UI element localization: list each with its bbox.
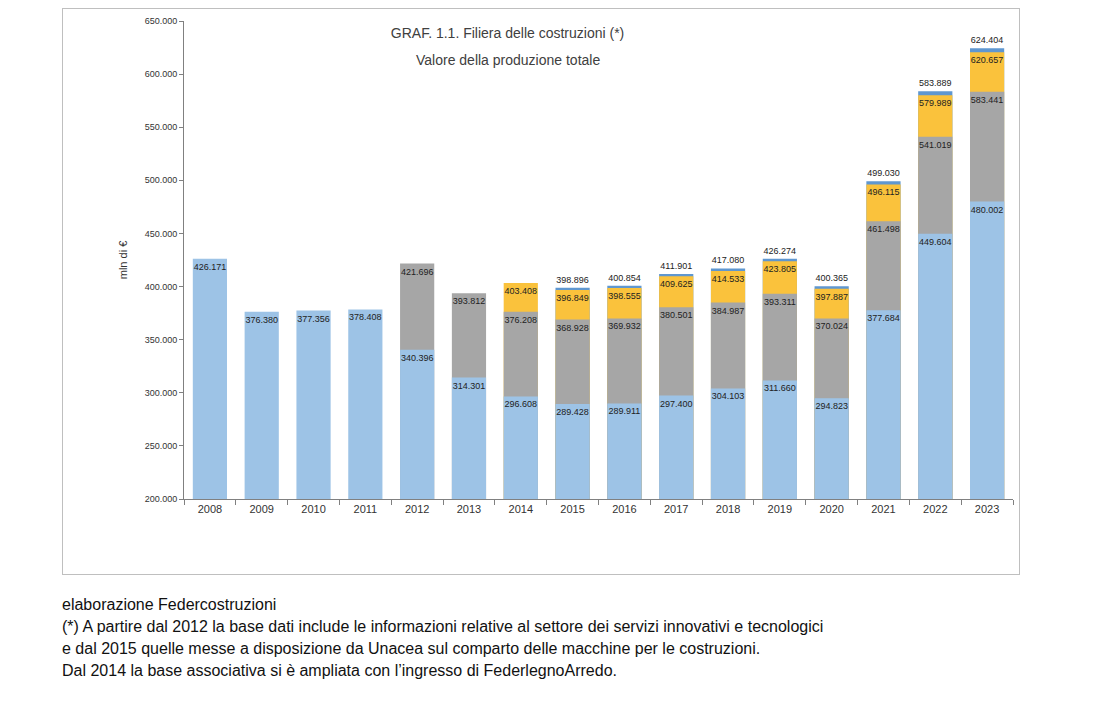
svg-text:2012: 2012	[405, 503, 429, 515]
svg-text:Valore della produzione totale: Valore della produzione totale	[416, 52, 600, 68]
svg-text:400.854: 400.854	[608, 273, 641, 283]
svg-text:377.684: 377.684	[867, 313, 900, 323]
svg-text:376.380: 376.380	[245, 315, 278, 325]
svg-text:mln di €: mln di €	[117, 241, 129, 280]
svg-text:398.555: 398.555	[608, 291, 641, 301]
svg-text:400.000: 400.000	[145, 282, 178, 292]
svg-text:393.311: 393.311	[764, 297, 796, 307]
svg-text:403.408: 403.408	[505, 286, 538, 296]
svg-text:400.365: 400.365	[815, 273, 848, 283]
svg-text:2014: 2014	[509, 503, 533, 515]
svg-text:499.030: 499.030	[867, 168, 900, 178]
svg-text:250.000: 250.000	[145, 441, 178, 451]
svg-text:421.696: 421.696	[401, 267, 434, 277]
svg-text:368.928: 368.928	[556, 323, 589, 333]
svg-text:496.115: 496.115	[868, 187, 900, 197]
svg-text:409.625: 409.625	[660, 279, 693, 289]
html-text:elaborazione Federcostruzioni: elaborazione Federcostruzioni	[62, 596, 277, 613]
svg-text:426.274: 426.274	[764, 246, 797, 256]
svg-text:2017: 2017	[664, 503, 688, 515]
svg-text:384.987: 384.987	[712, 306, 745, 316]
svg-text:294.823: 294.823	[815, 401, 848, 411]
svg-text:2008: 2008	[198, 503, 222, 515]
svg-text:377.356: 377.356	[297, 314, 330, 324]
svg-text:417.080: 417.080	[712, 255, 745, 265]
svg-text:340.396: 340.396	[401, 353, 434, 363]
svg-text:297.400: 297.400	[660, 399, 693, 409]
svg-text:289.428: 289.428	[556, 407, 589, 417]
svg-text:449.604: 449.604	[919, 237, 952, 247]
svg-text:550.000: 550.000	[145, 122, 178, 132]
svg-text:200.000: 200.000	[145, 494, 178, 504]
svg-text:2021: 2021	[871, 503, 895, 515]
svg-text:2020: 2020	[819, 503, 843, 515]
svg-text:296.608: 296.608	[505, 399, 538, 409]
svg-text:620.657: 620.657	[971, 55, 1004, 65]
svg-text:423.805: 423.805	[764, 264, 797, 274]
svg-text:426.171: 426.171	[194, 262, 227, 272]
svg-text:300.000: 300.000	[145, 388, 178, 398]
html-text:Dal 2014 la base associativa s: Dal 2014 la base associativa si è amplia…	[62, 662, 617, 679]
svg-text:376.208: 376.208	[505, 315, 538, 325]
html-text:e dal 2015 quelle messe a disp: e dal 2015 quelle messe a disposizione d…	[62, 640, 761, 657]
svg-text:583.441: 583.441	[971, 95, 1004, 105]
svg-text:2013: 2013	[457, 503, 481, 515]
svg-text:2015: 2015	[560, 503, 584, 515]
svg-text:600.000: 600.000	[145, 69, 178, 79]
svg-text:541.019: 541.019	[919, 140, 952, 150]
svg-text:378.408: 378.408	[349, 312, 382, 322]
svg-text:2019: 2019	[768, 503, 792, 515]
svg-text:314.301: 314.301	[453, 381, 486, 391]
svg-text:450.000: 450.000	[145, 229, 178, 239]
svg-text:350.000: 350.000	[145, 335, 178, 345]
svg-text:393.812: 393.812	[453, 296, 486, 306]
svg-text:397.887: 397.887	[815, 292, 848, 302]
svg-text:380.501: 380.501	[660, 310, 693, 320]
svg-text:650.000: 650.000	[145, 16, 178, 26]
svg-text:480.002: 480.002	[971, 205, 1004, 215]
svg-text:579.989: 579.989	[919, 98, 952, 108]
svg-text:2018: 2018	[716, 503, 740, 515]
svg-text:2023: 2023	[975, 503, 999, 515]
svg-text:2009: 2009	[249, 503, 273, 515]
svg-text:624.404: 624.404	[971, 35, 1004, 45]
svg-text:414.533: 414.533	[712, 274, 745, 284]
svg-text:311.660: 311.660	[764, 383, 796, 393]
svg-text:370.024: 370.024	[815, 321, 848, 331]
svg-text:2011: 2011	[354, 503, 378, 515]
svg-text:GRAF. 1.1. Filiera delle costr: GRAF. 1.1. Filiera delle costruzioni (*)	[391, 25, 624, 41]
svg-text:2010: 2010	[301, 503, 325, 515]
svg-text:289.911: 289.911	[608, 406, 640, 416]
svg-text:461.498: 461.498	[867, 224, 900, 234]
html-text:(*) A partire dal 2012 la base: (*) A partire dal 2012 la base dati incl…	[62, 618, 824, 635]
svg-text:304.103: 304.103	[712, 391, 745, 401]
svg-text:369.932: 369.932	[608, 321, 641, 331]
svg-text:396.849: 396.849	[556, 293, 589, 303]
svg-text:2022: 2022	[923, 503, 947, 515]
svg-text:411.901: 411.901	[660, 261, 692, 271]
svg-text:2016: 2016	[612, 503, 636, 515]
svg-text:398.896: 398.896	[556, 275, 589, 285]
svg-text:583.889: 583.889	[919, 78, 952, 88]
svg-text:500.000: 500.000	[145, 175, 178, 185]
